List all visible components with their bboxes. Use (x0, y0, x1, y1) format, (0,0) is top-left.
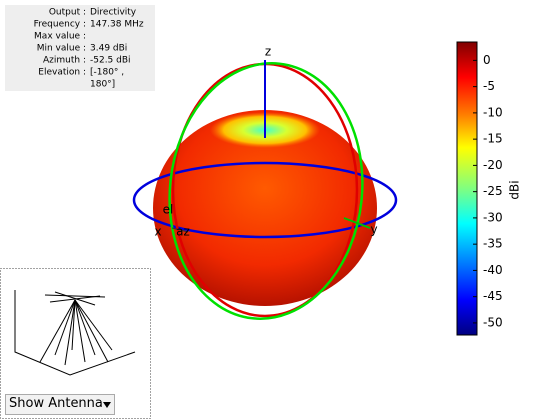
tick-label: -30 (483, 210, 503, 224)
info-key: Output : (49, 8, 86, 18)
info-value: 180°] (90, 80, 115, 90)
info-text: Output : Directivity Frequency : 147.38 MHz… (34, 8, 144, 90)
tick-label: -50 (483, 315, 503, 329)
info-key: Min value : (37, 44, 86, 54)
tick-label: -15 (483, 132, 503, 146)
info-key: Azimuth : (43, 56, 86, 66)
axis-label: az (176, 225, 190, 239)
x-axis (171, 227, 189, 233)
info-value: Directivity (90, 8, 137, 18)
y-axis (343, 217, 371, 229)
tick-label: -20 (483, 158, 503, 172)
azimuth-circle (132, 161, 398, 239)
info-key: Elevation : (38, 68, 86, 78)
info-panel (5, 5, 155, 91)
dropdown-label: Show Antenna (9, 396, 103, 411)
info-key: Max value : (34, 32, 86, 42)
axis-label: el (163, 203, 174, 217)
info-value: -52.5 dBi (90, 56, 131, 66)
colorbar-label: dBi (508, 180, 522, 199)
tick-label: 0 (483, 53, 491, 67)
axis-label: x (154, 225, 161, 239)
info-value: [-180° , (90, 68, 124, 78)
tick-label: -35 (483, 237, 503, 251)
info-value: 147.38 MHz (90, 20, 144, 30)
axis-label: z (265, 45, 271, 59)
tick-label: -40 (483, 263, 503, 277)
tick-label: -45 (483, 289, 503, 303)
tick-label: -25 (483, 184, 503, 198)
dropdown-arrow (103, 402, 111, 408)
antenna-view (0, 268, 151, 419)
antenna-drawing (14, 290, 136, 376)
tick-label: -10 (483, 105, 503, 119)
colorbar-ticks: 0 -5 -10 -15 -20 -25 -30 -35 -40 -45 -50 (473, 53, 503, 329)
tick-label: -5 (483, 79, 495, 93)
info-value: 3.49 dBi (90, 44, 127, 54)
pattern-surface (153, 110, 377, 306)
axis-label: y (370, 223, 377, 237)
info-key: Frequency : (34, 20, 86, 30)
elevation-circle-2 (168, 62, 364, 320)
show-antenna-dropdown[interactable]: Show Antenna (5, 394, 115, 415)
colorbar (456, 41, 478, 336)
